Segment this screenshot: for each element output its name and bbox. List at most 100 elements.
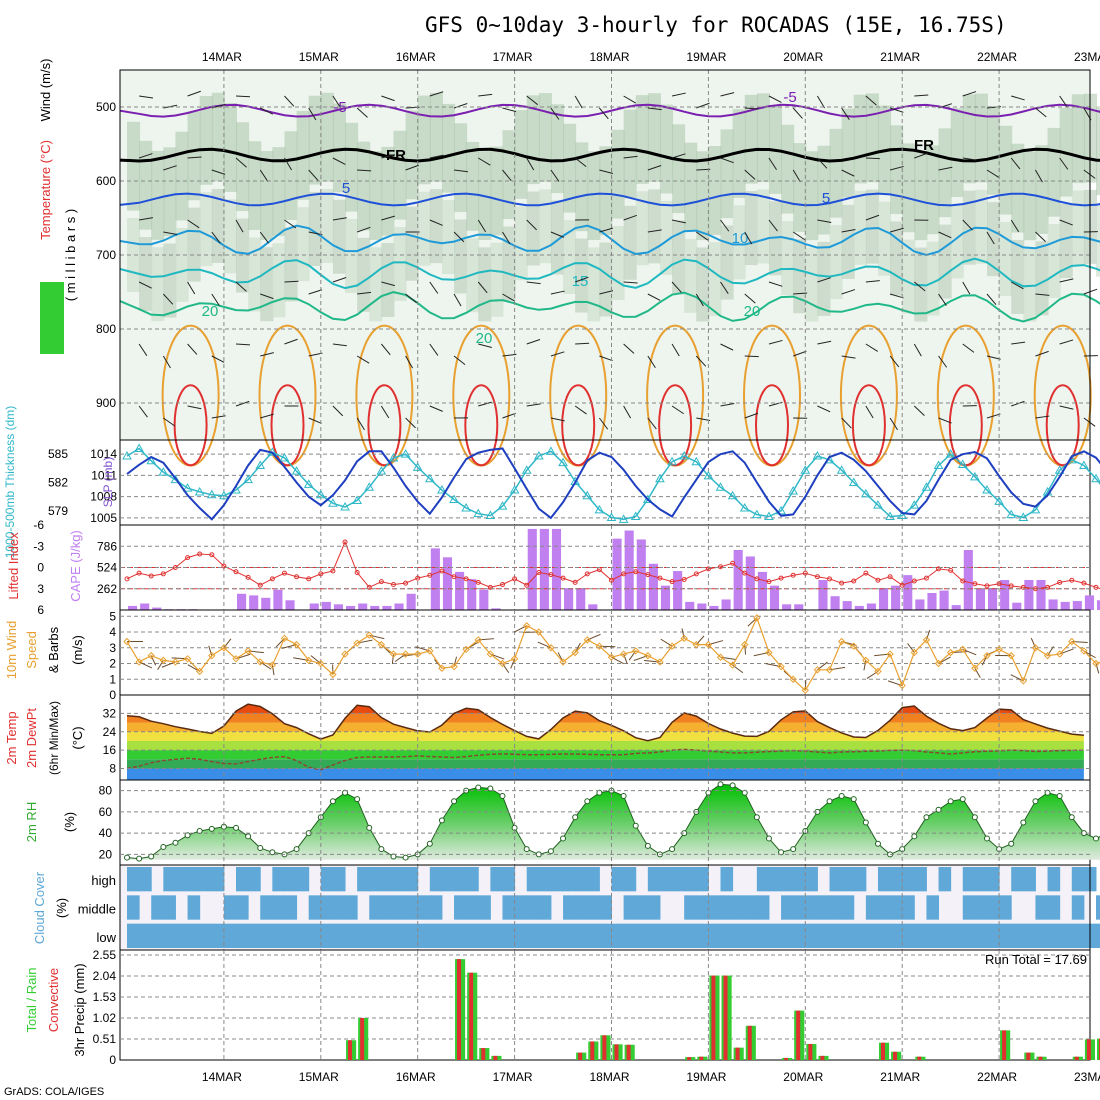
- rh-cell: [393, 130, 407, 220]
- wind-barb: [671, 343, 680, 357]
- cloud-cell: [417, 923, 431, 948]
- thickness-point: [836, 465, 847, 474]
- lifted-point: [1057, 579, 1063, 585]
- wind-barb: [1035, 169, 1043, 183]
- cloud-cell: [575, 867, 588, 892]
- chart-title: GFS 0~10day 3-hourly for ROCADAS (15E, 1…: [425, 13, 1007, 37]
- wind-barb: [974, 667, 981, 678]
- run-total-label: Run Total = 17.69: [985, 952, 1087, 967]
- rh-cell: [454, 123, 468, 213]
- cloud-cell: [393, 923, 407, 948]
- isotherm-line: [119, 257, 1100, 290]
- cloud-units-label: (%): [54, 898, 69, 918]
- cloud-cell: [381, 867, 394, 892]
- wind-point: [317, 659, 325, 668]
- lifted-point: [487, 584, 493, 590]
- lifted-point: [887, 574, 893, 580]
- rh-point: [1020, 819, 1027, 826]
- lifted-point: [390, 582, 396, 587]
- rh-cell: [1035, 145, 1049, 234]
- wind-barb: [681, 628, 685, 639]
- cloud-cell: [1011, 867, 1024, 892]
- wind-barb: [138, 281, 152, 289]
- precip-convective-bar: [626, 1044, 631, 1060]
- wind-barb: [478, 93, 493, 97]
- cloud-cell: [938, 923, 952, 948]
- rh-cell: [902, 143, 916, 233]
- rh-point: [584, 798, 591, 805]
- thickness-point: [1030, 504, 1041, 514]
- wind-barb: [1047, 646, 1054, 656]
- rh-cell: [926, 241, 940, 316]
- cloud-cell: [974, 895, 988, 920]
- wind-barb: [502, 353, 517, 357]
- wind-barb: [889, 355, 900, 368]
- wind-barb: [1059, 405, 1074, 410]
- thickness-axis-label: 1000-500mb Thickness (dm): [3, 406, 17, 559]
- wind-barb: [792, 169, 801, 183]
- thickness-point: [219, 490, 229, 500]
- rh-cell: [599, 242, 613, 317]
- wind-point: [426, 647, 434, 655]
- temp-tick-label: 16: [103, 743, 117, 757]
- rh-point: [826, 798, 833, 805]
- thickness-point: [1006, 509, 1017, 519]
- cloud-cell: [187, 867, 201, 892]
- thickness-point: [921, 482, 932, 491]
- cloud-cell: [332, 895, 346, 920]
- cloud-cell: [478, 923, 491, 948]
- rh-cell: [466, 141, 480, 231]
- wind-barb: [671, 405, 684, 415]
- wind-point: [692, 640, 700, 649]
- rh-point: [644, 842, 651, 849]
- rh-cell: [708, 242, 722, 317]
- precip-tick-label: 1.53: [93, 990, 117, 1004]
- wind-barb: [865, 157, 880, 160]
- cloud-cell: [877, 895, 891, 920]
- wind-point: [765, 648, 773, 657]
- rh-cell: [187, 111, 201, 201]
- precip-tick-label: 2.55: [93, 948, 117, 962]
- rh-cell: [369, 247, 383, 322]
- precip-convective-bar: [481, 1048, 486, 1060]
- cloud-cell: [236, 923, 249, 948]
- isotherm-30: [173, 384, 208, 467]
- rh-cell: [478, 247, 492, 322]
- wind-barb: [332, 95, 341, 109]
- slp-series-line: [126, 447, 1100, 521]
- cloud-cell: [127, 895, 140, 920]
- rh-cell: [902, 239, 916, 314]
- precip-tick-label: 0.51: [93, 1032, 117, 1046]
- thickness-point: [1054, 465, 1065, 474]
- cloud-cell: [986, 895, 1000, 920]
- precip-convective-bar: [493, 1055, 498, 1060]
- slp-tick-label: 1005: [90, 511, 117, 525]
- rh-cell: [139, 140, 153, 230]
- cloud-cell: [829, 923, 843, 948]
- thickness-point: [1091, 473, 1100, 483]
- wind-barb: [986, 231, 995, 245]
- thickness-point: [1018, 512, 1029, 521]
- thickness-point: [303, 479, 314, 488]
- wind-point: [680, 634, 688, 643]
- rh-cell: [659, 104, 674, 194]
- lifted-point: [366, 584, 372, 590]
- wind-barb: [453, 169, 468, 173]
- cape-bar: [333, 604, 344, 610]
- wind-point: [256, 658, 264, 666]
- cloud-cell: [902, 923, 915, 948]
- cloud-cell: [127, 867, 140, 892]
- wind-barb: [429, 154, 444, 159]
- rh-point: [245, 833, 252, 840]
- rh-cell: [332, 199, 347, 274]
- thickness-point: [340, 502, 350, 511]
- wind-barb: [1011, 341, 1026, 345]
- cloud-cell: [1047, 867, 1061, 892]
- wind-point: [619, 650, 628, 658]
- wind-barb: [986, 355, 1001, 360]
- cape-bar: [878, 588, 889, 610]
- cloud-cell: [696, 923, 709, 948]
- rh-cell: [890, 125, 904, 215]
- rh-cell: [647, 93, 661, 182]
- wind-point: [280, 634, 289, 643]
